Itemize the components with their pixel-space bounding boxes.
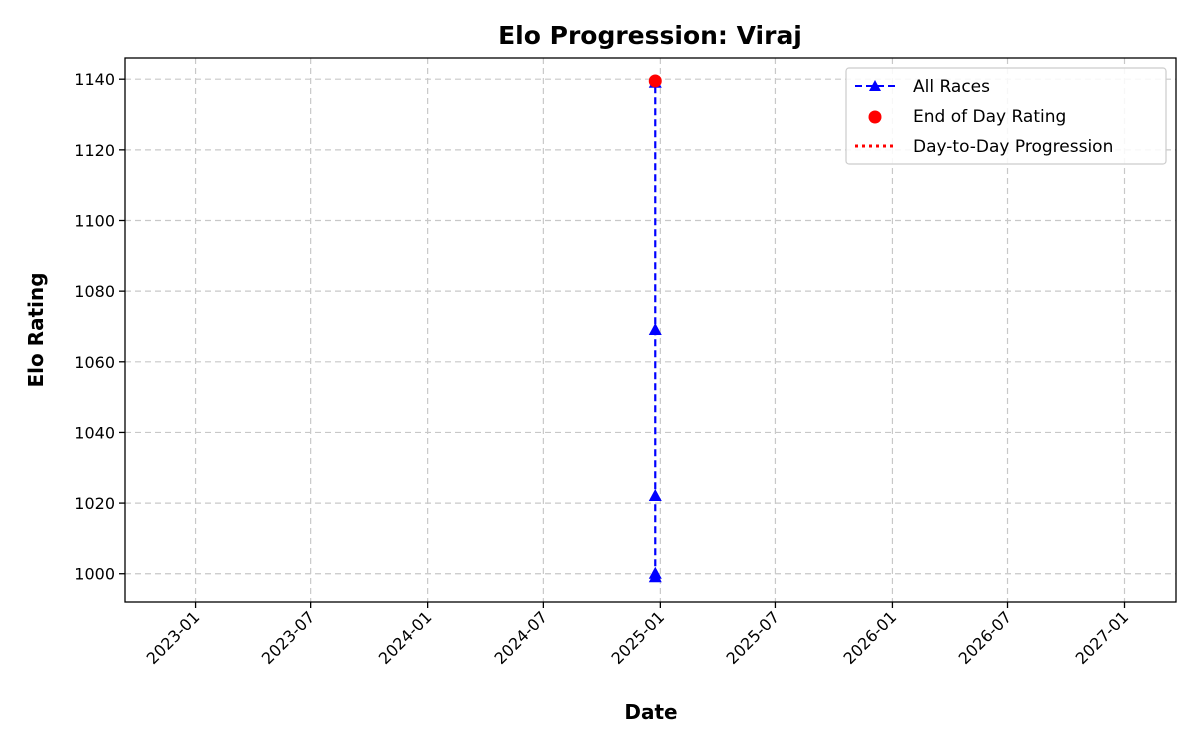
legend-label-end-of-day: End of Day Rating — [913, 107, 1066, 127]
legend-all-races-marker — [869, 80, 881, 91]
x-axis-label: Date — [624, 700, 677, 724]
y-axis-label: Elo Rating — [24, 272, 48, 387]
y-tick-label: 1000 — [74, 565, 115, 584]
all-races-marker — [648, 323, 662, 335]
y-tick-label: 1020 — [74, 494, 115, 513]
y-tick-label: 1040 — [74, 423, 115, 442]
legend-label-all-races: All Races — [913, 77, 990, 97]
y-tick-label: 1120 — [74, 141, 115, 160]
y-tick-label: 1080 — [74, 282, 115, 301]
y-tick-label: 1100 — [74, 211, 115, 230]
legend: All Races End of Day Rating Day-to-Day P… — [845, 67, 1167, 165]
all-races-marker — [648, 489, 662, 502]
legend-end-of-day-marker — [868, 110, 882, 124]
chart-title: Elo Progression: Viraj — [498, 21, 802, 50]
legend-label-day-to-day: Day-to-Day Progression — [913, 137, 1113, 157]
plot-series — [648, 74, 662, 583]
legend-box — [845, 67, 1167, 165]
y-tick-label: 1060 — [74, 353, 115, 372]
end-of-day-marker — [648, 74, 662, 88]
plot-frame — [124, 57, 1177, 603]
y-tick-label: 1140 — [74, 70, 115, 89]
all-races-marker — [648, 566, 662, 579]
